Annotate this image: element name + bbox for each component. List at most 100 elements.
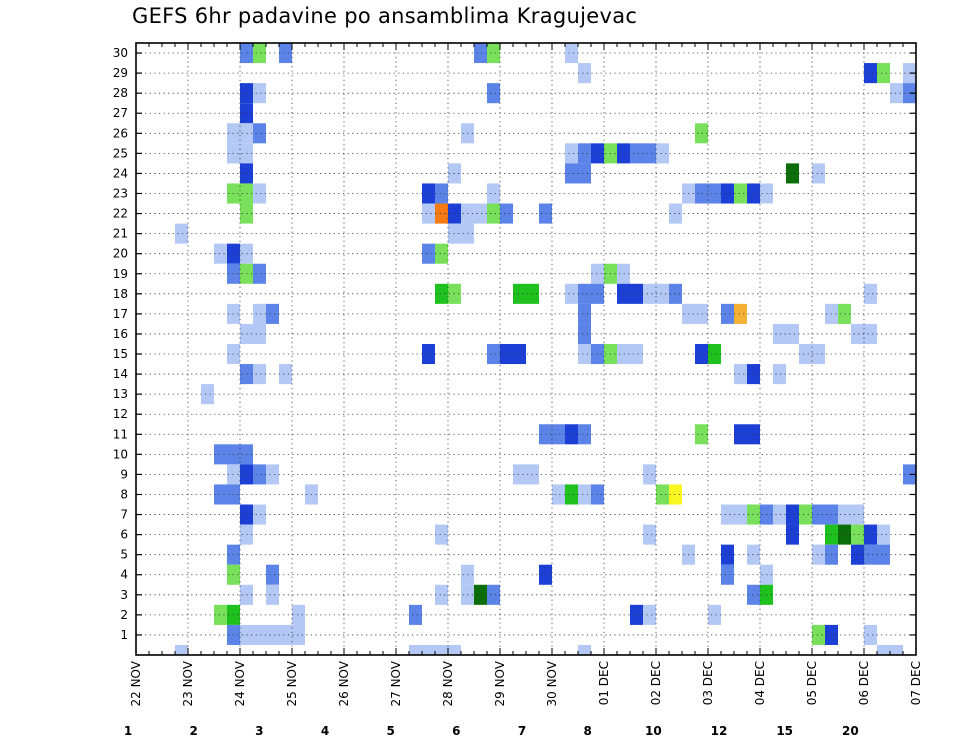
heatmap-cell (513, 464, 526, 485)
colorbar-label: 15 (776, 724, 793, 738)
heatmap-cell (552, 424, 565, 445)
heatmap-cell (734, 183, 747, 204)
y-tick-label: 28 (113, 86, 128, 100)
heatmap-cell (864, 283, 877, 304)
heatmap-cell (721, 544, 734, 565)
colorbar-label: 6 (452, 724, 460, 738)
heatmap-cell (591, 343, 604, 365)
heatmap-cell (578, 143, 591, 164)
heatmap-cell (253, 504, 266, 525)
y-tick-label: 10 (113, 447, 128, 461)
x-tick-label: 04 DEC (753, 661, 767, 705)
y-tick-label: 26 (113, 126, 128, 140)
heatmap-cell (643, 604, 656, 625)
x-tick-label: 05 DEC (805, 661, 819, 705)
heatmap-cell (409, 604, 422, 625)
x-tick-label: 22 NOV (129, 660, 143, 706)
heatmap-cell (643, 143, 656, 164)
heatmap-cell (786, 163, 799, 184)
colorbar-label: 8 (583, 724, 591, 738)
heatmap-cell (409, 644, 422, 655)
colorbar-label: 4 (321, 724, 329, 738)
colorbar-label: 12 (711, 724, 728, 738)
heatmap-cell (695, 303, 708, 324)
colorbar: 1 2 3 4 5 6 7 8 10 12 15 20 (124, 724, 859, 738)
heatmap-cell (890, 644, 903, 655)
heatmap-cell (643, 464, 656, 485)
y-tick-label: 23 (113, 186, 128, 200)
heatmap-cell (877, 63, 890, 84)
heatmap-cell (643, 524, 656, 545)
heatmap-cell (487, 584, 500, 605)
heatmap-cell (253, 43, 266, 64)
heatmap-cell (487, 83, 500, 104)
x-tick-labels: 22 NOV 23 NOV 24 NOV 25 NOV 26 NOV 27 NOV 28 N… (129, 660, 923, 706)
heatmap-cell (734, 424, 747, 445)
y-tick-label: 5 (120, 548, 128, 562)
x-tick-label: 29 NOV (493, 660, 507, 706)
x-tick-label: 03 DEC (701, 661, 715, 705)
heatmap-cell (851, 524, 864, 545)
y-tick-labels: 1234567891011121314151617181920212223242… (113, 46, 128, 642)
heatmap-cell (695, 343, 708, 365)
heatmap-cell (266, 624, 279, 645)
heatmap-cell (721, 303, 734, 324)
y-tick-label: 13 (113, 387, 128, 401)
heatmap-cell (578, 343, 591, 365)
y-tick-label: 16 (113, 327, 128, 341)
heatmap-cell (279, 624, 292, 645)
heatmap-cell (435, 243, 448, 264)
heatmap-cell (266, 303, 279, 324)
heatmap-cell (565, 163, 578, 184)
heatmap-cell (253, 464, 266, 485)
gridlines (136, 43, 916, 655)
heatmap-cell (630, 283, 643, 304)
heatmap-cell (656, 283, 669, 304)
heatmap-cell (578, 303, 591, 324)
heatmap-cell (422, 203, 435, 224)
heatmap-cell (513, 343, 526, 365)
y-tick-label: 6 (120, 528, 128, 542)
heatmap-cell (448, 644, 461, 655)
heatmap-cell (786, 504, 799, 525)
heatmap-cell (578, 644, 591, 655)
heatmap-cell (617, 143, 630, 164)
heatmap-cell (435, 283, 448, 304)
heatmap-cell (708, 183, 721, 204)
heatmap-cell (617, 343, 630, 365)
heatmap-cell (851, 323, 864, 344)
y-tick-label: 30 (113, 46, 128, 60)
x-tick-label: 06 DEC (857, 661, 871, 705)
heatmap-cell (435, 524, 448, 545)
y-tick-label: 1 (120, 628, 128, 642)
heatmap-cell (487, 343, 500, 365)
y-tick-label: 4 (120, 568, 128, 582)
heatmap-cell (864, 323, 877, 344)
heatmap-cell (487, 43, 500, 64)
heatmap-cell (669, 484, 682, 505)
y-tick-label: 25 (113, 146, 128, 160)
heatmap-cell (253, 303, 266, 324)
y-tick-label: 24 (113, 166, 128, 180)
heatmap-cell (591, 484, 604, 505)
y-tick-label: 8 (120, 487, 128, 501)
colorbar-label: 2 (189, 724, 197, 738)
heatmap-cell (422, 183, 435, 204)
heatmap-cell (799, 504, 812, 525)
heatmap-cell (175, 644, 188, 655)
heatmap-cell (851, 504, 864, 525)
heatmap-cell (578, 484, 591, 505)
heatmap-cell (578, 323, 591, 344)
colorbar-label: 1 (124, 724, 132, 738)
heatmap-cell (617, 263, 630, 284)
heatmap-cell (890, 83, 903, 104)
x-tick-label: 27 NOV (389, 660, 403, 706)
heatmap-cell (487, 203, 500, 224)
colorbar-label: 20 (842, 724, 859, 738)
heatmap-cells (175, 43, 916, 655)
heatmap-cell (643, 283, 656, 304)
heatmap-cell (578, 424, 591, 445)
heatmap-cell (721, 504, 734, 525)
heatmap-cell (266, 584, 279, 605)
heatmap-cell (513, 283, 526, 304)
